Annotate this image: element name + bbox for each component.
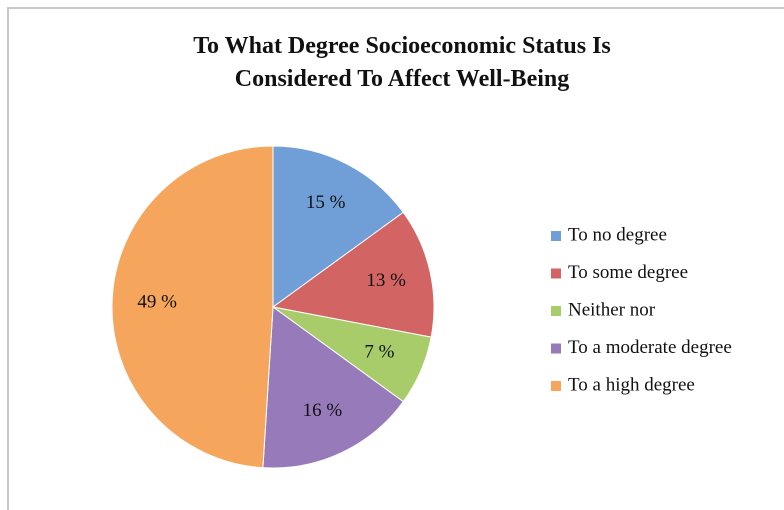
legend-label: To a moderate degree (568, 337, 732, 358)
data-label: 16 % (303, 400, 343, 421)
data-label: 13 % (366, 270, 406, 291)
pie-slice (111, 145, 274, 469)
legend-swatch (551, 306, 561, 316)
legend-label: Neither nor (568, 299, 656, 320)
legend-swatch (551, 231, 561, 241)
legend-swatch (551, 268, 561, 279)
legend-label: To no degree (568, 224, 667, 245)
data-label: 49 % (137, 292, 177, 313)
legend-swatch (551, 343, 561, 354)
data-label: 15 % (306, 192, 346, 213)
legend-label: To a high degree (568, 374, 695, 395)
data-label: 7 % (364, 341, 394, 362)
chart-frame (7, 7, 784, 510)
legend-swatch (551, 381, 561, 391)
pie-slice (272, 145, 404, 308)
pie-slice (262, 306, 404, 469)
pie-slice (271, 211, 435, 338)
chart-title: To What Degree Socioeconomic Status Is C… (193, 33, 611, 92)
legend-label: To some degree (568, 262, 688, 283)
